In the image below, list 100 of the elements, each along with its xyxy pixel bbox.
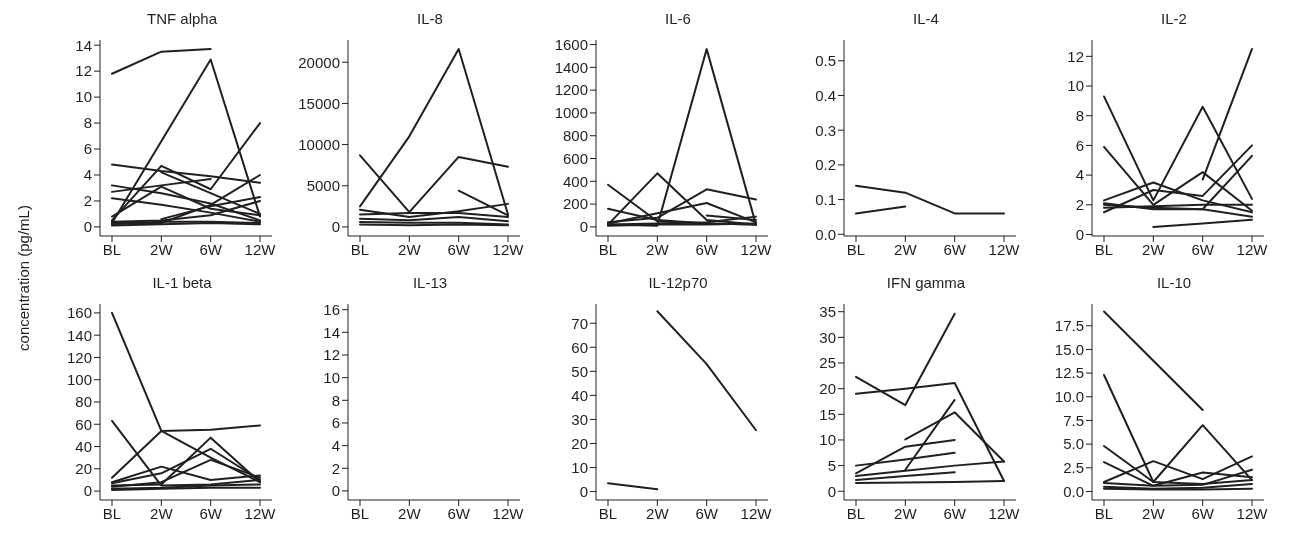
- y-tick-label: 15: [819, 405, 836, 423]
- y-tick-label: 70: [571, 314, 588, 332]
- y-tick-label: 8: [1075, 107, 1084, 125]
- x-tick-label: 2W: [646, 240, 670, 258]
- y-tick-label: 15000: [298, 94, 340, 112]
- x-tick-label: 12W: [244, 240, 277, 258]
- y-tick-label: 16: [323, 300, 340, 318]
- x-tick-label: 2W: [150, 504, 174, 522]
- y-tick-label: 140: [66, 326, 92, 344]
- x-tick-label: 12W: [988, 240, 1021, 258]
- y-tick-label: 14: [75, 36, 92, 54]
- y-tick-label: 2: [83, 192, 92, 210]
- x-tick-label: 2W: [894, 504, 918, 522]
- y-tick-label: 60: [571, 338, 588, 356]
- y-tick-label: 12: [75, 62, 92, 80]
- chart-title: IL-4: [912, 9, 939, 29]
- chart-title: IL-10: [1155, 273, 1192, 293]
- y-tick-label: 12: [323, 346, 340, 364]
- y-tick-label: 50: [571, 362, 588, 380]
- y-tick-label: 400: [562, 172, 588, 190]
- x-tick-label: 2W: [894, 240, 918, 258]
- x-tick-label: BL: [598, 240, 618, 258]
- x-tick-label: 6W: [199, 504, 223, 522]
- y-tick-label: 2: [331, 459, 340, 477]
- y-tick-label: 5.0: [1063, 435, 1084, 453]
- y-tick-label: 1200: [554, 81, 588, 99]
- y-tick-label: 6: [1075, 136, 1084, 154]
- y-tick-label: 17.5: [1054, 317, 1084, 335]
- y-tick-label: 20: [571, 434, 588, 452]
- y-tick-label: 0: [579, 482, 588, 500]
- y-tick-label: 10: [1067, 77, 1084, 95]
- x-tick-label: 2W: [1142, 504, 1166, 522]
- x-tick-label: 12W: [988, 504, 1021, 522]
- y-tick-label: 600: [562, 149, 588, 167]
- y-tick-label: 0: [331, 218, 340, 236]
- x-tick-label: 6W: [943, 240, 967, 258]
- x-tick-label: 6W: [447, 240, 471, 258]
- chart-title: TNF alpha: [146, 9, 218, 29]
- y-tick-label: 0: [827, 482, 836, 500]
- y-tick-label: 12: [1067, 47, 1084, 65]
- y-tick-label: 20: [75, 460, 92, 478]
- y-tick-label: 4: [331, 436, 340, 454]
- x-tick-label: BL: [102, 240, 122, 258]
- y-tick-label: 160: [66, 304, 92, 322]
- y-tick-label: 0: [83, 482, 92, 500]
- x-tick-label: BL: [598, 504, 618, 522]
- x-tick-label: 12W: [244, 504, 277, 522]
- y-tick-label: 0.4: [815, 86, 836, 104]
- chart-title: IL-1 beta: [151, 273, 212, 293]
- y-tick-label: 200: [562, 195, 588, 213]
- y-tick-label: 2: [1075, 196, 1084, 214]
- y-tick-label: 10000: [298, 135, 340, 153]
- y-tick-label: 0: [1075, 225, 1084, 243]
- chart-title: IFN gamma: [885, 273, 966, 293]
- y-tick-label: 6: [331, 414, 340, 432]
- x-tick-label: 2W: [398, 240, 422, 258]
- y-tick-label: 10.0: [1054, 388, 1084, 406]
- y-tick-label: 30: [819, 328, 836, 346]
- y-tick-label: 4: [83, 166, 92, 184]
- chart-title: IL-6: [664, 9, 691, 29]
- y-tick-label: 30: [571, 410, 588, 428]
- y-tick-label: 10: [323, 368, 340, 386]
- y-tick-label: 2.5: [1063, 459, 1084, 477]
- y-tick-label: 60: [75, 415, 92, 433]
- x-tick-label: 2W: [1142, 240, 1166, 258]
- y-tick-label: 1600: [554, 35, 588, 53]
- y-tick-label: 120: [66, 348, 92, 366]
- chart-title: IL-2: [1160, 9, 1187, 29]
- y-tick-label: 10: [75, 88, 92, 106]
- x-tick-label: BL: [1094, 504, 1114, 522]
- y-tick-label: 0: [579, 218, 588, 236]
- x-tick-label: 2W: [646, 504, 670, 522]
- x-tick-label: BL: [1094, 240, 1114, 258]
- x-tick-label: 12W: [740, 504, 773, 522]
- y-tick-label: 8: [331, 391, 340, 409]
- chart-title: IL-12p70: [647, 273, 708, 293]
- y-tick-label: 1400: [554, 58, 588, 76]
- y-tick-label: 5000: [306, 177, 340, 195]
- x-tick-label: BL: [350, 240, 370, 258]
- y-tick-label: 0.3: [815, 121, 836, 139]
- y-tick-label: 100: [66, 371, 92, 389]
- x-tick-label: 6W: [695, 240, 719, 258]
- y-tick-label: 35: [819, 303, 836, 321]
- x-tick-label: 6W: [447, 504, 471, 522]
- x-tick-label: 2W: [150, 240, 174, 258]
- y-tick-label: 80: [75, 393, 92, 411]
- x-tick-label: 12W: [492, 504, 525, 522]
- y-tick-label: 15.0: [1054, 340, 1084, 358]
- x-tick-label: 6W: [695, 504, 719, 522]
- y-tick-label: 1000: [554, 104, 588, 122]
- y-tick-label: 20: [819, 379, 836, 397]
- x-tick-label: 6W: [199, 240, 223, 258]
- y-tick-label: 4: [1075, 166, 1084, 184]
- y-tick-label: 5: [827, 456, 836, 474]
- x-tick-label: BL: [846, 240, 866, 258]
- y-tick-label: 800: [562, 127, 588, 145]
- x-tick-label: 2W: [398, 504, 422, 522]
- x-tick-label: 6W: [1191, 504, 1215, 522]
- x-tick-label: 6W: [1191, 240, 1215, 258]
- y-tick-label: 0.5: [815, 52, 836, 70]
